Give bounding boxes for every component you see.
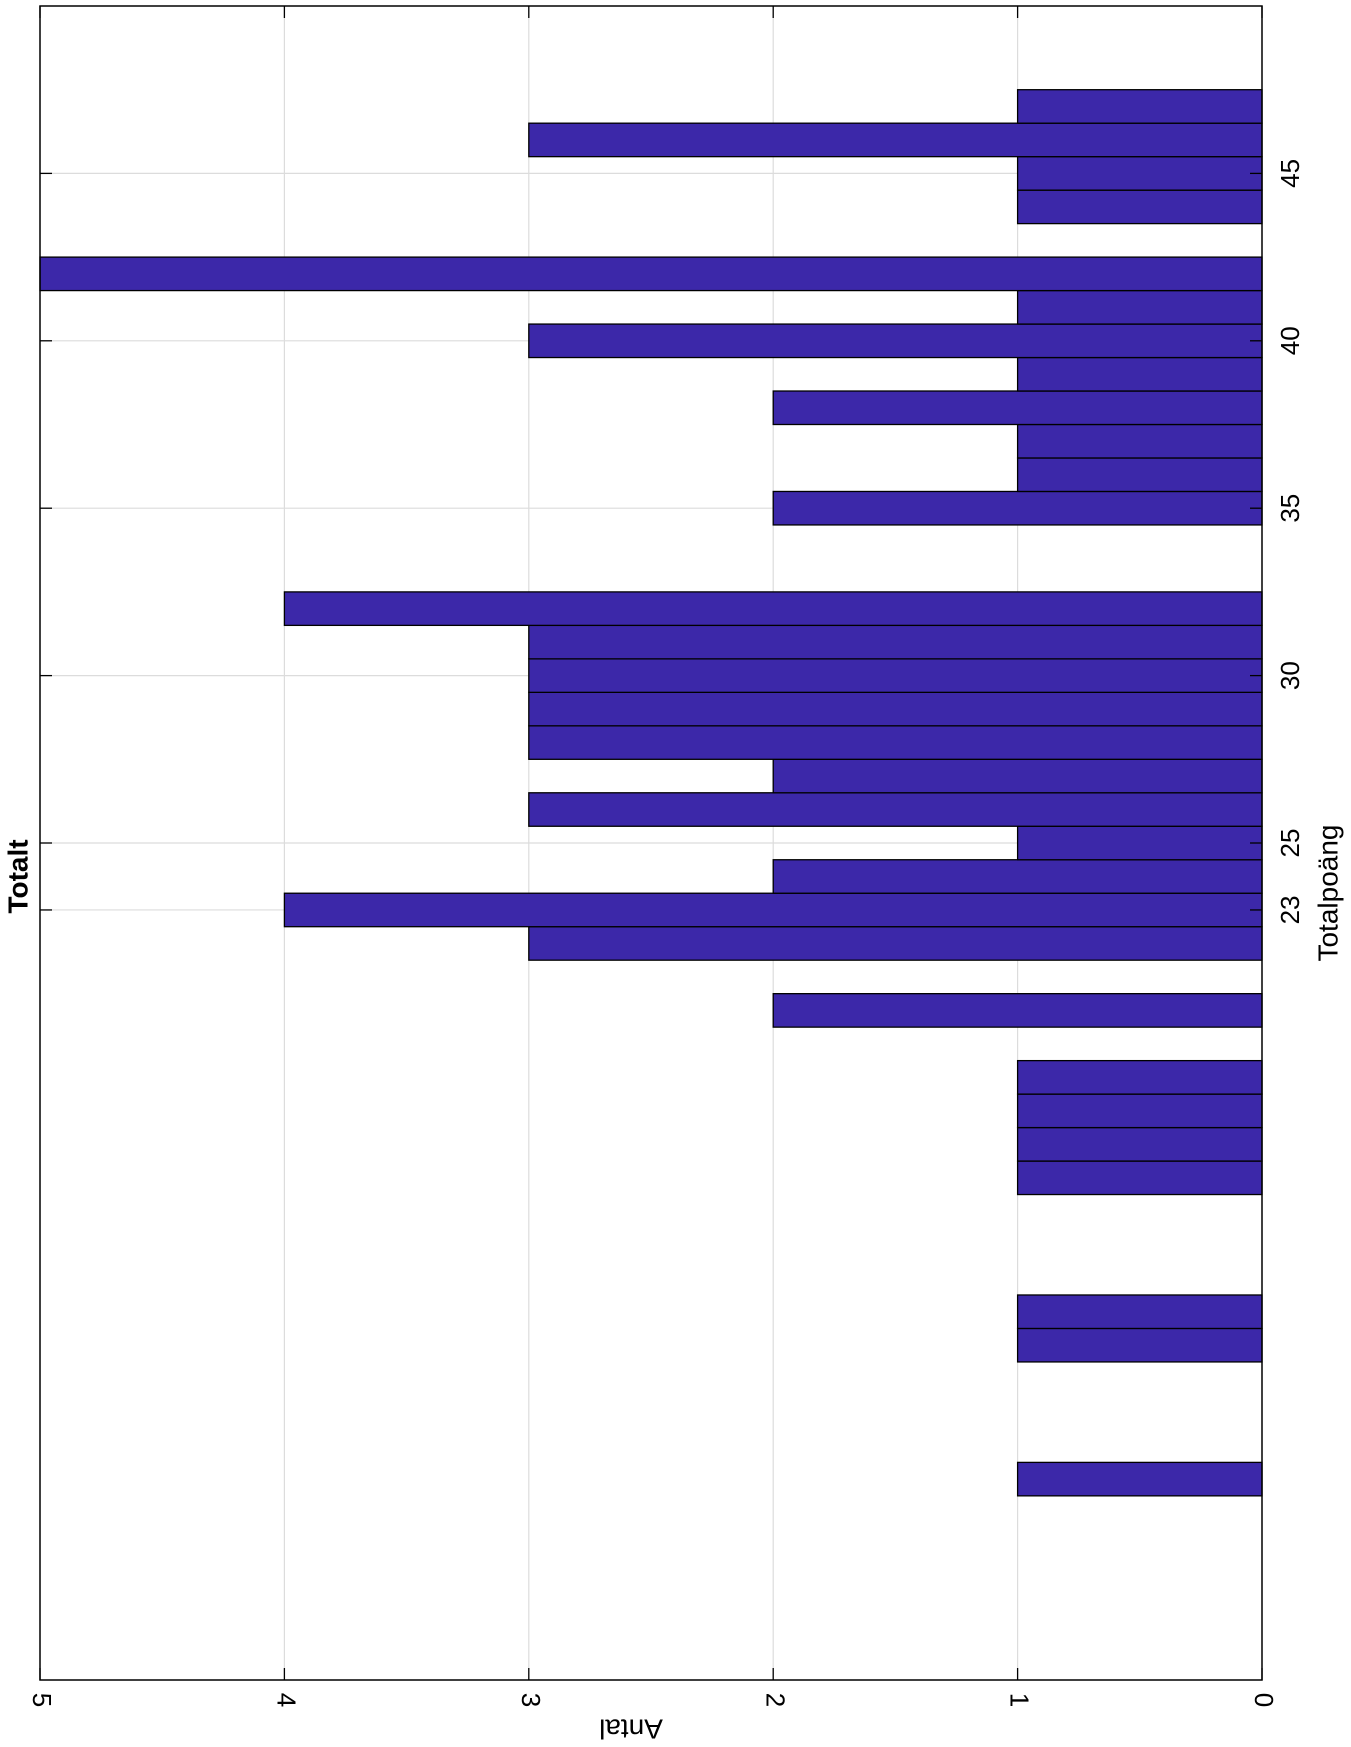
- bar: [772, 859, 1263, 894]
- bar: [528, 122, 1263, 158]
- bar: [528, 323, 1263, 359]
- bar: [1016, 423, 1263, 459]
- y-tick-label: 1: [1005, 1693, 1035, 1707]
- bar: [528, 658, 1263, 693]
- bar: [1016, 1093, 1263, 1129]
- bar: [528, 725, 1263, 760]
- bar: [528, 792, 1263, 827]
- x-tick-label: 40: [1275, 326, 1305, 355]
- x-tick-label: 30: [1275, 661, 1305, 690]
- bar: [1016, 156, 1263, 191]
- y-tick-label: 4: [272, 1693, 302, 1707]
- bar: [1016, 1294, 1263, 1330]
- bar: [1016, 825, 1263, 861]
- tick-marks: [39, 6, 1263, 1680]
- bar: [1016, 1461, 1263, 1497]
- bar: [528, 624, 1263, 660]
- bar: [1016, 189, 1263, 225]
- bar: [772, 993, 1263, 1028]
- bar: [283, 892, 1263, 928]
- bar: [39, 256, 1263, 292]
- bar: [1016, 1160, 1263, 1196]
- bar: [1016, 356, 1263, 392]
- bar: [528, 691, 1263, 727]
- bar: [772, 490, 1263, 526]
- y-tick-label: 5: [27, 1693, 57, 1707]
- bar: [1016, 1327, 1263, 1363]
- bar: [1016, 457, 1263, 493]
- x-tick-label: 25: [1275, 829, 1305, 858]
- y-tick-label: 2: [760, 1693, 790, 1707]
- x-axis-title: Totalpoäng: [1312, 824, 1343, 961]
- bar: [772, 758, 1263, 794]
- bar: [1016, 89, 1263, 124]
- x-tick-label: 23: [1275, 895, 1305, 924]
- chart-title: Totalt: [2, 839, 33, 913]
- y-tick-label: 0: [1249, 1693, 1279, 1707]
- y-tick-label: 3: [516, 1693, 546, 1707]
- bar: [1016, 1059, 1263, 1095]
- x-tick-label: 35: [1275, 494, 1305, 523]
- bar: [528, 926, 1263, 961]
- x-tick-label: 45: [1275, 159, 1305, 188]
- bar: [1016, 289, 1263, 325]
- y-axis-title: Antal: [599, 1714, 663, 1742]
- bar: [283, 591, 1263, 627]
- bar: [1016, 1126, 1263, 1162]
- bar: [772, 390, 1263, 426]
